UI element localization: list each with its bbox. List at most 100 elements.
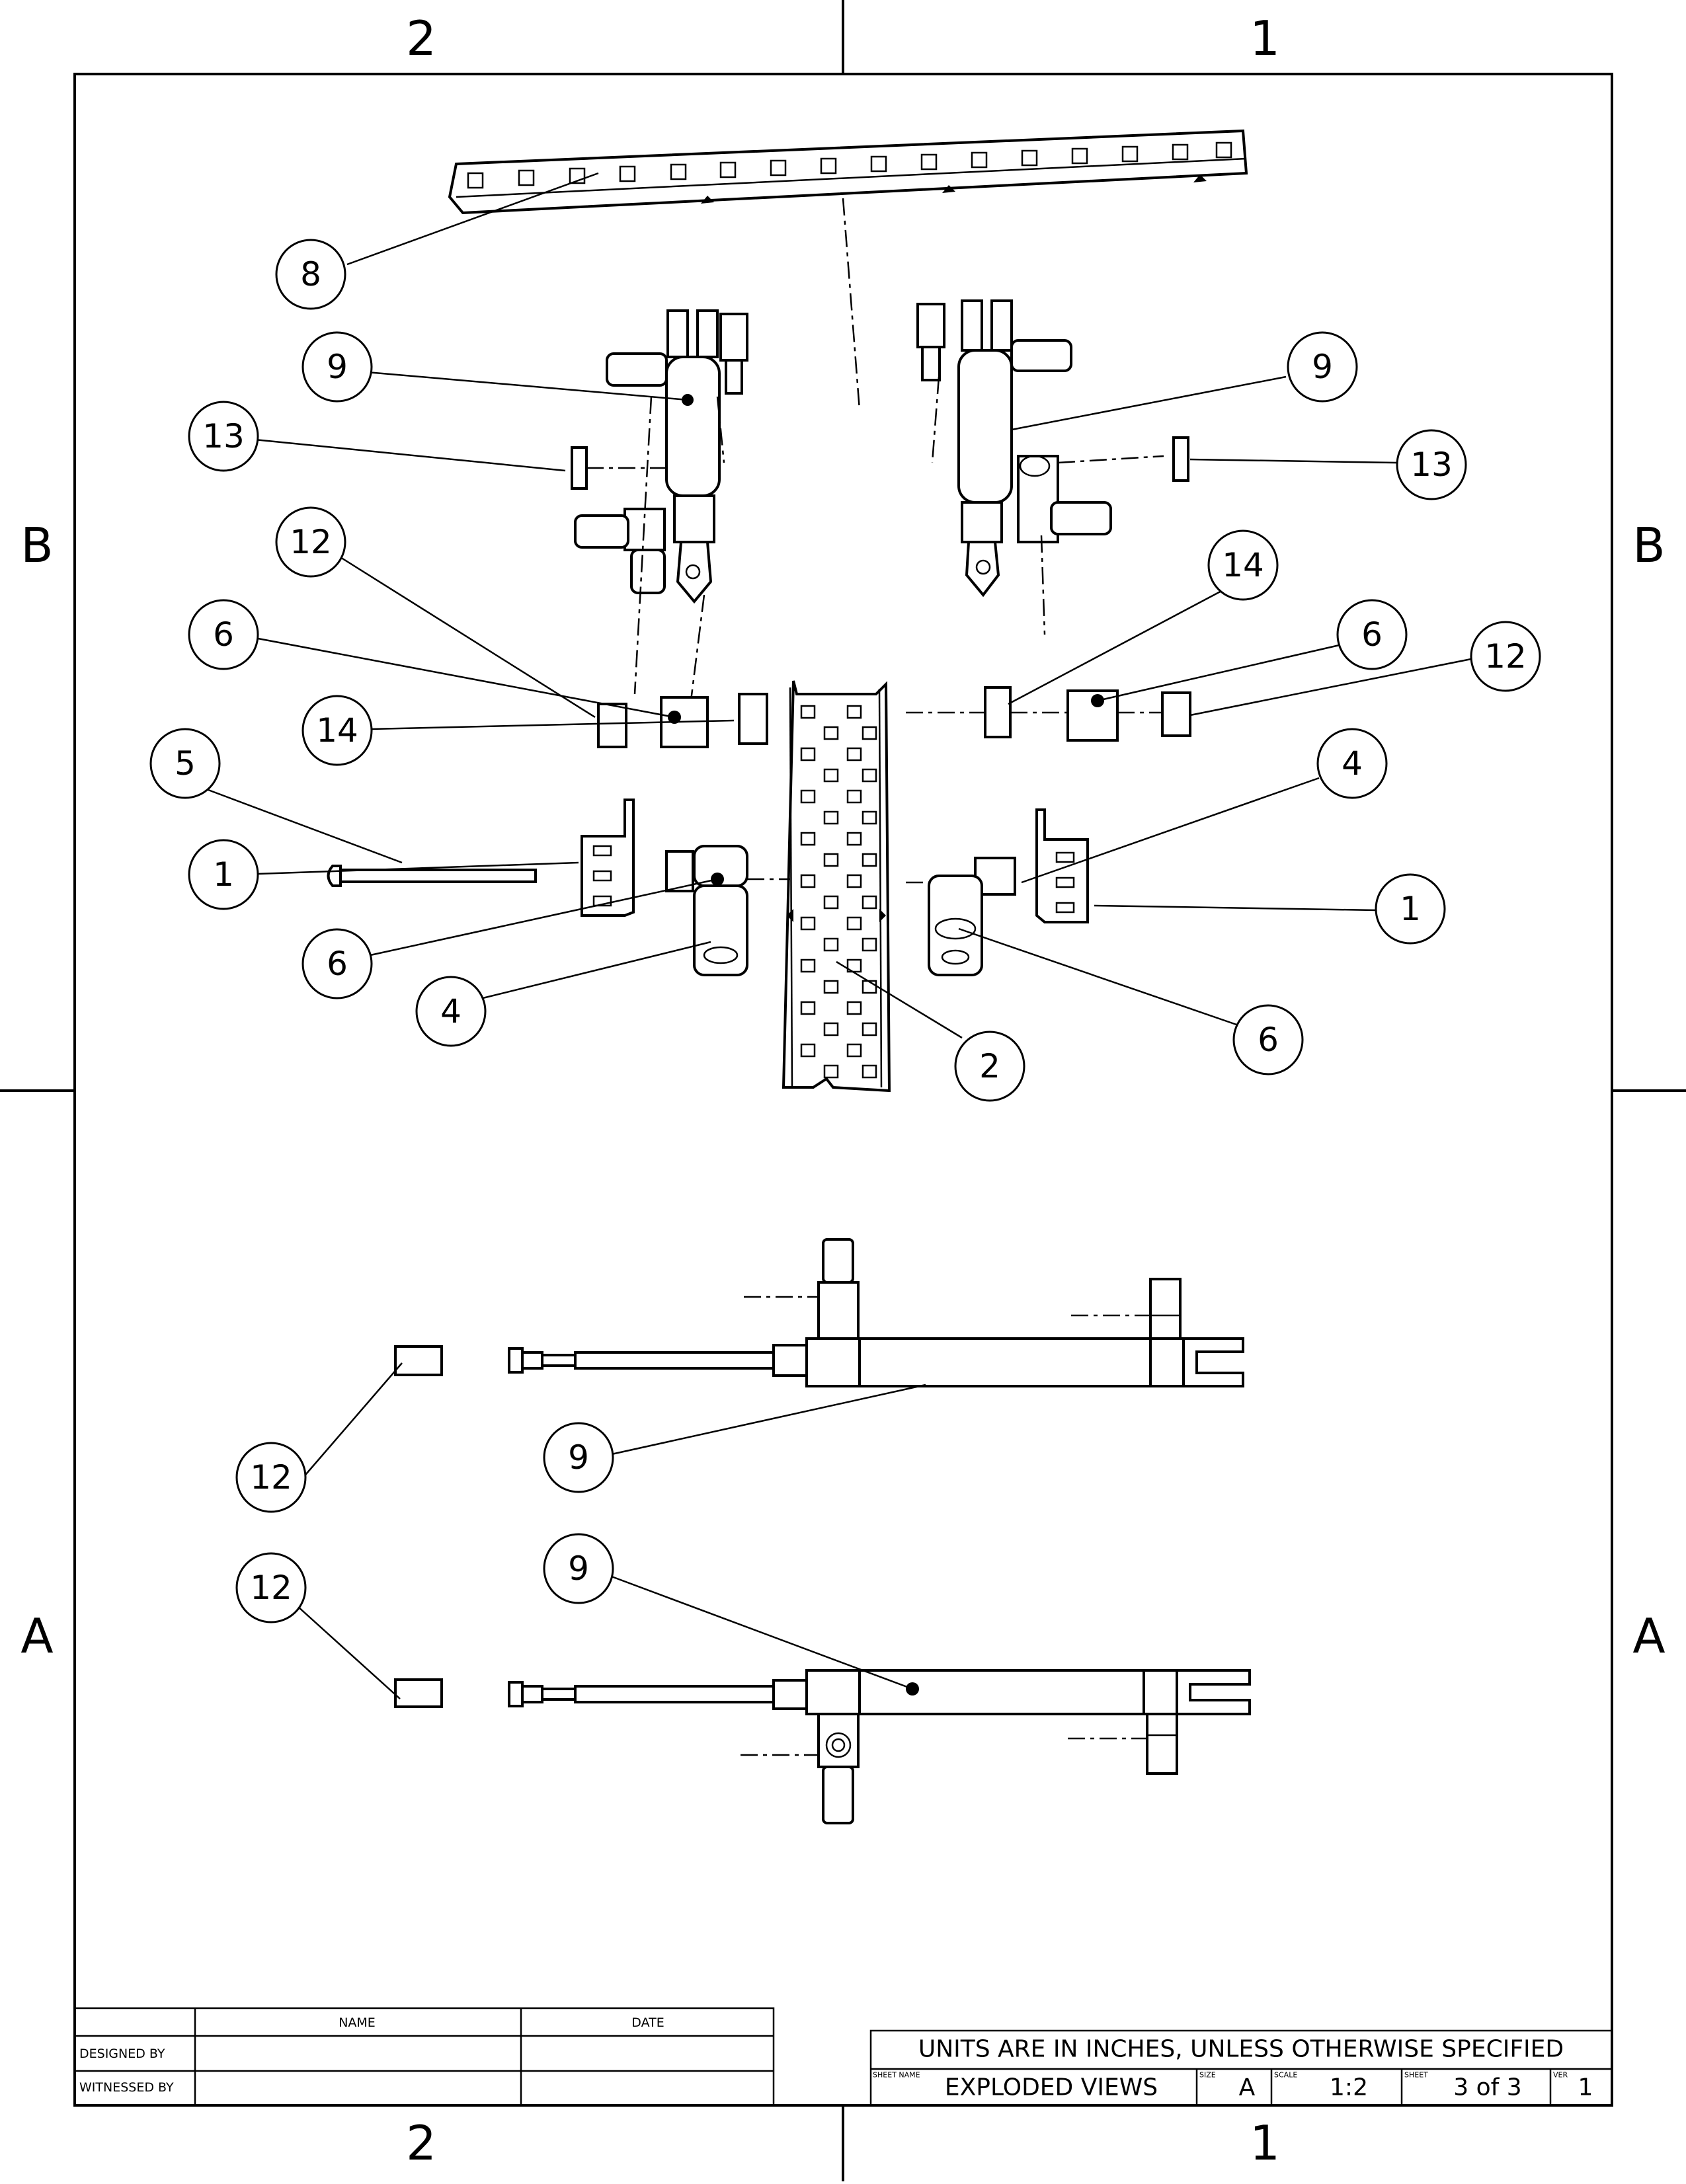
channel-hole [823,937,839,952]
channel-hole [862,895,877,910]
channel-hole [823,726,839,740]
channel-hole [800,1043,816,1058]
svg-text:9: 9 [568,1549,589,1588]
signoff-designed-by: DESIGNED BY [79,2047,165,2061]
scale-label: SCALE [1274,2071,1297,2080]
channel-hole [862,768,877,783]
svg-text:6: 6 [327,945,348,983]
side-view-upper [394,1238,1244,1387]
part-4-spacer-left [665,845,748,976]
part-9-cylinder-left [574,309,748,604]
channel-hole [800,789,816,804]
balloon-12-upper-left: 12 [275,506,346,578]
svg-text:12: 12 [250,1458,292,1497]
balloon-14-upper-right: 14 [1207,529,1279,601]
svg-text:12: 12 [250,1569,292,1607]
channel-hole [846,705,862,719]
leader-arrowheads [668,394,1104,1696]
svg-text:1: 1 [1400,890,1421,928]
part-13-plate-right [1172,436,1189,482]
channel-hole [862,1022,877,1036]
part-4-spacer-right [928,857,1016,976]
balloon-8: 8 [275,239,346,310]
balloon-4-left: 4 [415,976,487,1047]
balloon-13-left: 13 [188,401,259,472]
size-label: SIZE [1199,2071,1216,2080]
part-1-bracket-right [1035,808,1089,923]
zone-label-right-lower: A [1632,1608,1665,1664]
svg-text:9: 9 [568,1438,589,1477]
zone-label-right-upper: B [1632,518,1665,573]
sheet-name-value: EXPLODED VIEWS [945,2074,1158,2101]
channel-hole [800,832,816,846]
units-note: UNITS ARE IN INCHES, UNLESS OTHERWISE SP… [918,2036,1564,2063]
balloon-5: 5 [149,728,221,799]
channel-hole [800,1001,816,1015]
zone-label-left-upper: B [20,518,53,573]
signoff-name-header: NAME [339,2015,376,2030]
channel-hole [800,874,816,888]
svg-text:14: 14 [1222,546,1264,584]
svg-text:4: 4 [440,992,462,1031]
channel-hole [823,980,839,994]
part-13-plate-left [571,446,588,490]
balloon-2: 2 [954,1031,1025,1102]
balloon-9-top-left: 9 [301,331,373,403]
svg-text:13: 13 [1410,446,1453,484]
channel-hole [823,768,839,783]
channel-hole [846,747,862,761]
part-8-rail [448,129,1248,215]
svg-text:6: 6 [1361,615,1383,654]
balloon-6-lower-left: 6 [301,928,373,999]
channel-hole [800,958,816,973]
svg-text:14: 14 [316,711,358,750]
size-value: A [1239,2074,1256,2101]
channel-hole [800,747,816,761]
svg-text:8: 8 [300,255,321,293]
signoff-witnessed-by: WITNESSED BY [79,2080,174,2095]
part-14-block-left [738,693,768,745]
svg-text:6: 6 [1258,1021,1279,1059]
zone-label-top-right: 1 [1250,11,1280,66]
signoff-block: NAME DATE DESIGNED BY WITNESSED BY [73,2007,775,2107]
balloon-1-left: 1 [188,839,259,910]
balloon-12-upper-right: 12 [1470,621,1541,692]
part-12-sleeve-upper [394,1345,443,1376]
channel-hole [800,916,816,931]
side-view-lower [394,1669,1251,1824]
part-14-block-right [984,686,1012,738]
part-5-bolt [327,865,537,887]
channel-hole [846,1001,862,1015]
channel-hole [862,937,877,952]
svg-text:9: 9 [327,348,348,386]
balloon-1-right: 1 [1375,873,1446,945]
balloon-6-upper-left: 6 [188,599,259,670]
channel-hole [800,705,816,719]
balloon-6-upper-right: 6 [1336,599,1408,670]
zone-label-bottom-right: 1 [1250,2115,1280,2171]
zone-label-top-left: 2 [406,11,436,66]
svg-text:6: 6 [213,615,234,654]
svg-text:9: 9 [1312,348,1333,386]
part-2-channel [782,680,891,1093]
balloon-13-right: 13 [1396,429,1467,500]
channel-hole [846,916,862,931]
channel-hole [823,895,839,910]
part-1-bracket-left [581,799,635,917]
svg-text:12: 12 [290,523,332,561]
channel-hole [846,832,862,846]
channel-hole [862,726,877,740]
signoff-date-header: DATE [631,2015,664,2030]
channel-hole [823,1022,839,1036]
channel-hole [823,810,839,825]
channel-hole [862,810,877,825]
leader-lines [208,172,1472,1699]
channel-hole [823,1064,839,1079]
svg-text:2: 2 [979,1047,1000,1085]
part-9-cylinder-right [916,299,1112,598]
balloon-12-side-upper: 12 [235,1442,307,1513]
svg-text:4: 4 [1342,744,1363,783]
zone-label-bottom-left: 2 [406,2115,436,2171]
